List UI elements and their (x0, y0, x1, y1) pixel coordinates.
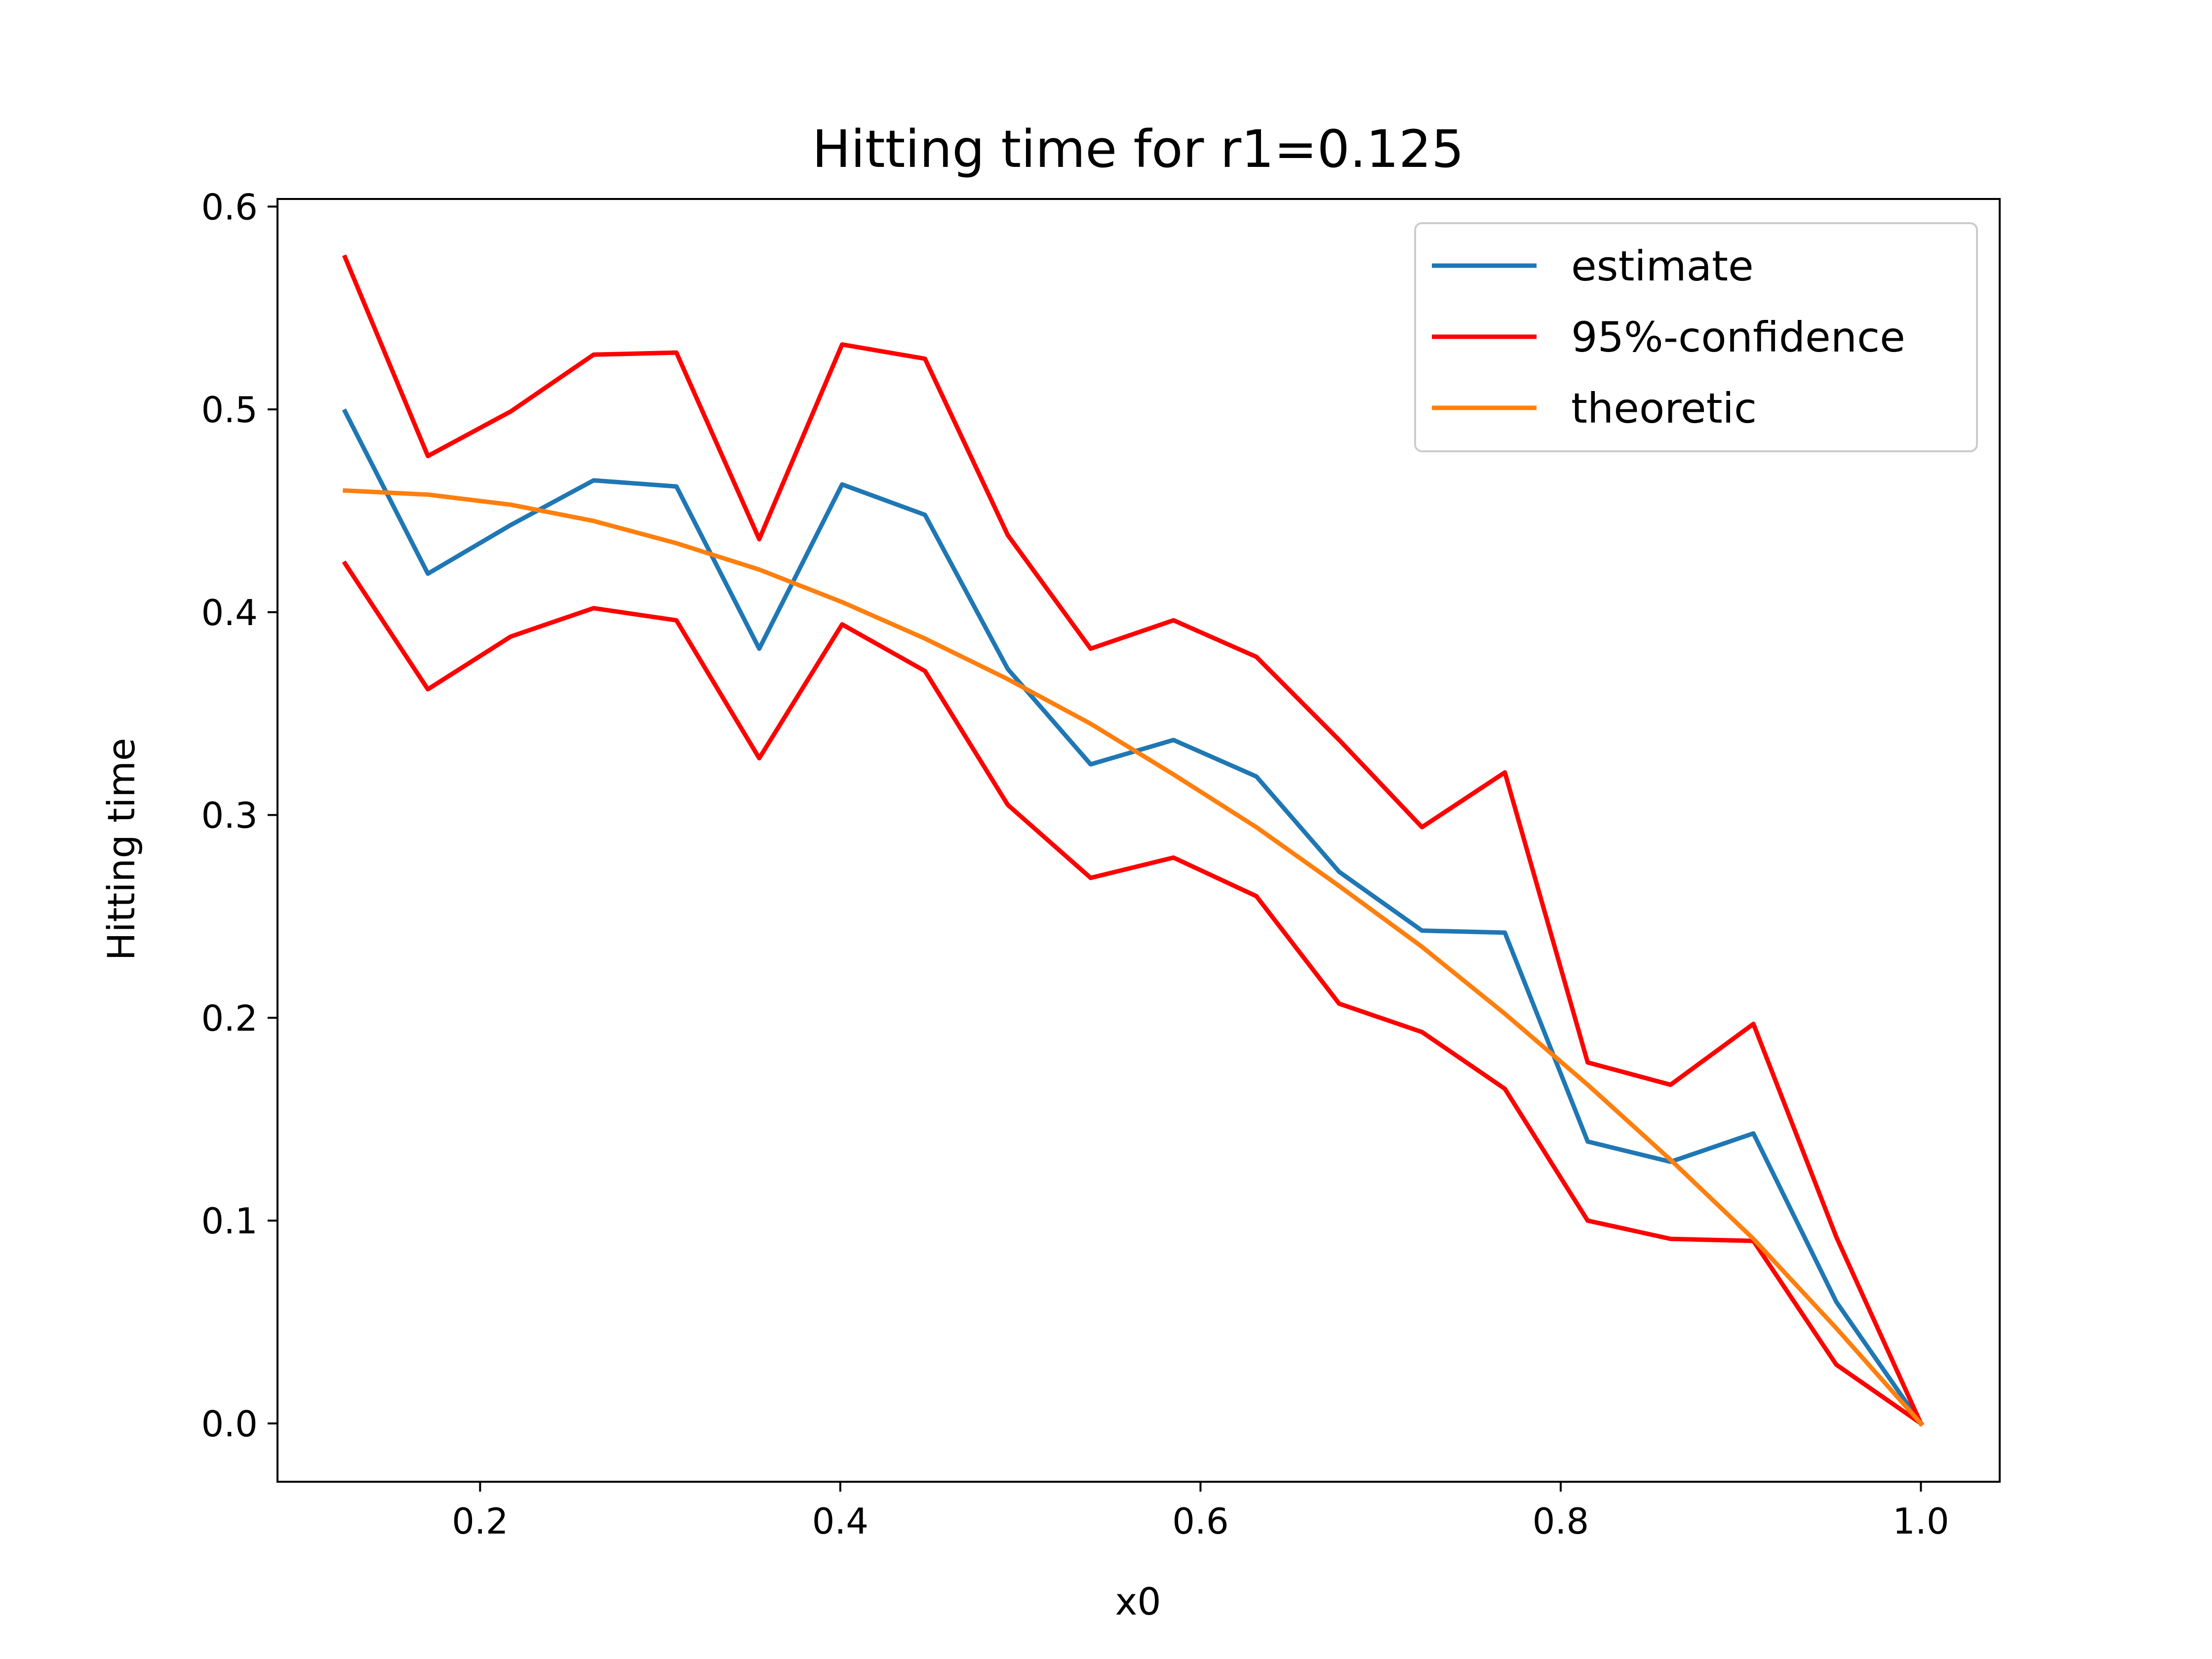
y-tick-label: 0.4 (201, 592, 258, 633)
y-tick-label: 0.2 (201, 997, 258, 1039)
y-tick-label: 0.6 (201, 186, 258, 228)
chart-title: Hitting time for r1=0.125 (812, 119, 1464, 179)
y-tick-label: 0.3 (201, 795, 258, 836)
legend-label-confidence: 95%-confidence (1571, 313, 1905, 361)
legend: estimate 95%-confidence theoretic (1414, 222, 1978, 452)
x-tick-label: 0.2 (452, 1501, 509, 1542)
confidence-lower-line (342, 560, 1924, 1427)
estimate-line (342, 408, 1924, 1427)
confidence-upper-line (342, 254, 1924, 1426)
legend-label-estimate: estimate (1571, 242, 1754, 290)
plot-frame (276, 198, 2001, 1483)
x-axis-label: x0 (1115, 1580, 1161, 1623)
plot-area (342, 254, 1924, 1427)
x-tick-label: 0.4 (812, 1501, 869, 1542)
legend-box (1414, 222, 1978, 452)
x-tick-label: 0.6 (1172, 1501, 1229, 1542)
y-axis-label: Hitting time (99, 738, 143, 960)
y-tick-label: 0.0 (201, 1403, 258, 1445)
y-tick-label: 0.1 (201, 1200, 258, 1242)
y-tick-label: 0.5 (201, 389, 258, 431)
legend-label-theoretic: theoretic (1571, 384, 1757, 433)
x-tick-label: 0.8 (1533, 1501, 1589, 1542)
x-tick-label: 1.0 (1893, 1501, 1949, 1542)
theoretic-line (343, 488, 1924, 1427)
axes: 0.2 0.4 0.6 0.8 1.0 0.0 0.1 0.2 0.3 0.4 0.5 0.6 (201, 186, 2001, 1542)
